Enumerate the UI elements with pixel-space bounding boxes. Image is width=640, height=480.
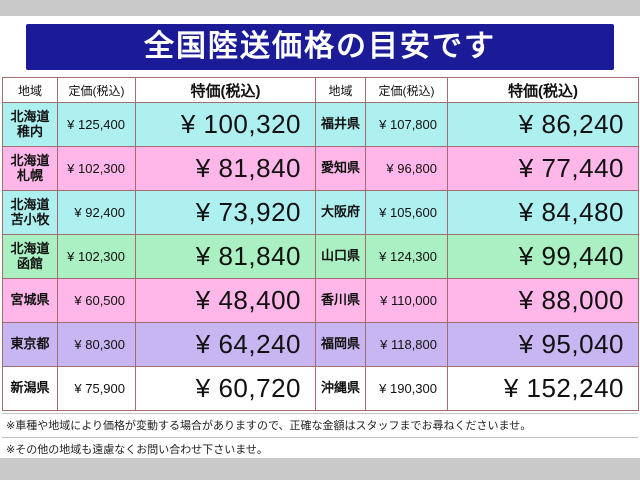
list-price-cell: ¥ 80,300 (57, 322, 136, 367)
region-cell: 北海道 札幌 (2, 146, 58, 191)
list-price-cell: ¥ 124,300 (365, 234, 448, 279)
list-price-cell: ¥ 92,400 (57, 190, 136, 235)
table-row: 東京都 ¥ 80,300 ¥ 64,240 福岡県 ¥ 118,800 ¥ 95… (2, 322, 639, 367)
letterbox-top (0, 0, 640, 16)
list-price-cell: ¥ 102,300 (57, 234, 136, 279)
list-price-cell: ¥ 60,500 (57, 278, 136, 323)
list-price-cell: ¥ 107,800 (365, 102, 448, 147)
region-cell: 香川県 (315, 278, 366, 323)
list-price-cell: ¥ 75,900 (57, 366, 136, 411)
special-price-cell: ¥ 100,320 (135, 102, 316, 147)
region-cell: 愛知県 (315, 146, 366, 191)
list-price-cell: ¥ 110,000 (365, 278, 448, 323)
table-row: 北海道 苫小牧 ¥ 92,400 ¥ 73,920 大阪府 ¥ 105,600 … (2, 190, 639, 235)
special-price-cell: ¥ 84,480 (447, 190, 639, 235)
price-table: 地域 定価(税込) 特価(税込) 地域 定価(税込) 特価(税込) 北海道 稚内… (2, 77, 639, 411)
table-row: 北海道 函館 ¥ 102,300 ¥ 81,840 山口県 ¥ 124,300 … (2, 234, 639, 279)
region-cell: 宮城県 (2, 278, 58, 323)
special-price-cell: ¥ 86,240 (447, 102, 639, 147)
region-cell: 北海道 苫小牧 (2, 190, 58, 235)
list-price-cell: ¥ 105,600 (365, 190, 448, 235)
region-cell: 東京都 (2, 322, 58, 367)
special-price-cell: ¥ 81,840 (135, 146, 316, 191)
special-price-cell: ¥ 73,920 (135, 190, 316, 235)
region-cell: 福岡県 (315, 322, 366, 367)
list-price-cell: ¥ 96,800 (365, 146, 448, 191)
footer-notes: ※車種や地域により価格が変動する場合がありますので、正確な金額はスタッフまでお尋… (2, 413, 638, 462)
header-list-left: 定価(税込) (57, 77, 136, 103)
region-cell: 沖縄県 (315, 366, 366, 411)
region-cell: 北海道 函館 (2, 234, 58, 279)
special-price-cell: ¥ 95,040 (447, 322, 639, 367)
special-price-cell: ¥ 81,840 (135, 234, 316, 279)
header-special-right: 特価(税込) (447, 77, 639, 103)
letterbox-bottom (0, 458, 640, 480)
special-price-cell: ¥ 88,000 (447, 278, 639, 323)
header-region-right: 地域 (315, 77, 366, 103)
region-cell: 大阪府 (315, 190, 366, 235)
table-row: 宮城県 ¥ 60,500 ¥ 48,400 香川県 ¥ 110,000 ¥ 88… (2, 278, 639, 323)
special-price-cell: ¥ 99,440 (447, 234, 639, 279)
list-price-cell: ¥ 125,400 (57, 102, 136, 147)
special-price-cell: ¥ 64,240 (135, 322, 316, 367)
note-price-variation: ※車種や地域により価格が変動する場合がありますので、正確な金額はスタッフまでお尋… (2, 413, 638, 438)
special-price-cell: ¥ 77,440 (447, 146, 639, 191)
table-row: 北海道 稚内 ¥ 125,400 ¥ 100,320 福井県 ¥ 107,800… (2, 102, 639, 147)
list-price-cell: ¥ 190,300 (365, 366, 448, 411)
header-region-left: 地域 (2, 77, 58, 103)
table-row: 北海道 札幌 ¥ 102,300 ¥ 81,840 愛知県 ¥ 96,800 ¥… (2, 146, 639, 191)
special-price-cell: ¥ 152,240 (447, 366, 639, 411)
special-price-cell: ¥ 48,400 (135, 278, 316, 323)
header-special-left: 特価(税込) (135, 77, 316, 103)
region-cell: 山口県 (315, 234, 366, 279)
region-cell: 新潟県 (2, 366, 58, 411)
header-row: 地域 定価(税込) 特価(税込) 地域 定価(税込) 特価(税込) (2, 77, 639, 103)
list-price-cell: ¥ 118,800 (365, 322, 448, 367)
table-row: 新潟県 ¥ 75,900 ¥ 60,720 沖縄県 ¥ 190,300 ¥ 15… (2, 366, 639, 411)
header-list-right: 定価(税込) (365, 77, 448, 103)
list-price-cell: ¥ 102,300 (57, 146, 136, 191)
special-price-cell: ¥ 60,720 (135, 366, 316, 411)
page-title: 全国陸送価格の目安です (26, 24, 614, 70)
region-cell: 北海道 稚内 (2, 102, 58, 147)
region-cell: 福井県 (315, 102, 366, 147)
